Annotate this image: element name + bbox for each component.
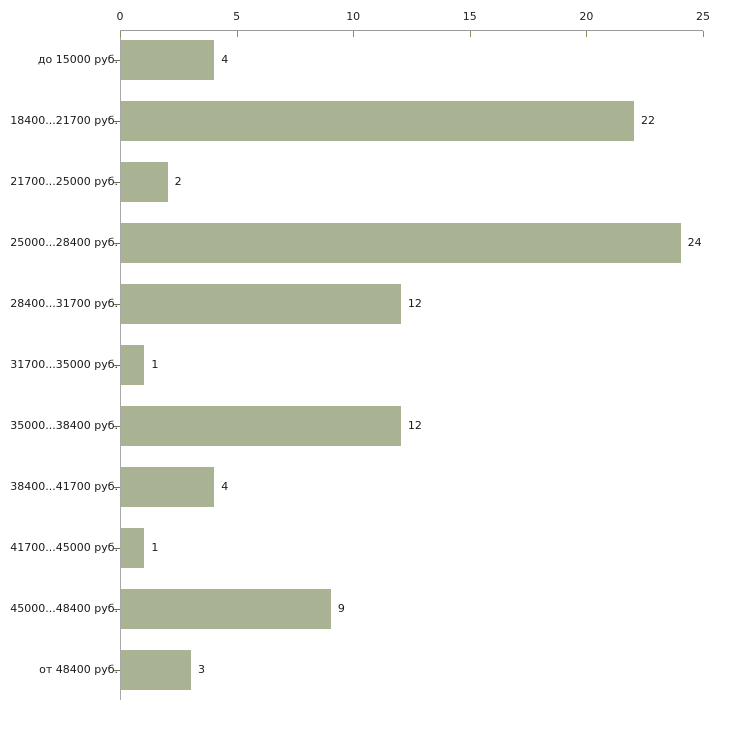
bar-value-label: 3 — [197, 663, 205, 676]
x-axis-tick-label: 20 — [579, 10, 594, 23]
category-label: 38400...41700 руб. — [10, 480, 118, 493]
x-axis-tick-label: 10 — [346, 10, 361, 23]
y-axis-line — [120, 30, 121, 700]
y-axis-tick — [114, 670, 120, 671]
category-label: 28400...31700 руб. — [10, 297, 118, 310]
bar-value-label: 1 — [151, 541, 159, 554]
y-axis-tick — [114, 609, 120, 610]
bar — [121, 650, 191, 690]
category-label: 21700...25000 руб. — [10, 175, 118, 188]
category-label: до 15000 руб. — [37, 53, 118, 66]
x-axis-tick — [353, 31, 355, 37]
x-axis-tick — [586, 31, 588, 37]
x-axis-tick-label: 25 — [696, 10, 710, 23]
bar-value-label: 2 — [174, 175, 182, 188]
bar — [121, 40, 215, 80]
bar — [121, 101, 635, 141]
category-label: 41700...45000 руб. — [10, 541, 118, 554]
bar-value-label: 4 — [221, 53, 229, 66]
y-axis-tick — [114, 304, 120, 305]
category-label: 18400...21700 руб. — [10, 114, 118, 127]
x-axis-tick-label: 15 — [462, 10, 477, 23]
category-label: 35000...38400 руб. — [10, 419, 118, 432]
bar-value-label: 9 — [337, 602, 345, 615]
bar-value-label: 1 — [151, 358, 159, 371]
y-axis-tick — [114, 548, 120, 549]
y-axis-tick — [114, 182, 120, 183]
bar — [121, 284, 401, 324]
y-axis-tick — [114, 365, 120, 366]
x-axis-tick — [703, 31, 704, 37]
category-label: 31700...35000 руб. — [10, 358, 118, 371]
bar — [121, 467, 215, 507]
bar-value-label: 12 — [407, 297, 422, 310]
bar — [121, 589, 331, 629]
bar — [121, 162, 168, 202]
bar — [121, 345, 145, 385]
y-axis-tick — [114, 121, 120, 122]
x-axis-line — [120, 30, 703, 31]
y-axis-tick — [114, 243, 120, 244]
bar — [121, 406, 401, 446]
category-label: 45000...48400 руб. — [10, 602, 118, 615]
category-label: 25000...28400 руб. — [10, 236, 118, 249]
bar — [121, 528, 145, 568]
bar-value-label: 24 — [687, 236, 702, 249]
bar-value-label: 22 — [641, 114, 656, 127]
y-axis-tick — [114, 60, 120, 61]
y-axis-tick — [114, 426, 120, 427]
x-axis-tick — [120, 31, 121, 37]
x-axis-tick-label: 5 — [233, 10, 241, 23]
bar-value-label: 4 — [221, 480, 229, 493]
x-axis-tick — [469, 31, 471, 37]
x-axis-tick — [236, 31, 238, 37]
bar — [121, 223, 681, 263]
category-label: от 48400 руб. — [39, 663, 118, 676]
x-axis-tick-label: 0 — [116, 10, 124, 23]
y-axis-tick — [114, 487, 120, 488]
bar-value-label: 12 — [407, 419, 422, 432]
